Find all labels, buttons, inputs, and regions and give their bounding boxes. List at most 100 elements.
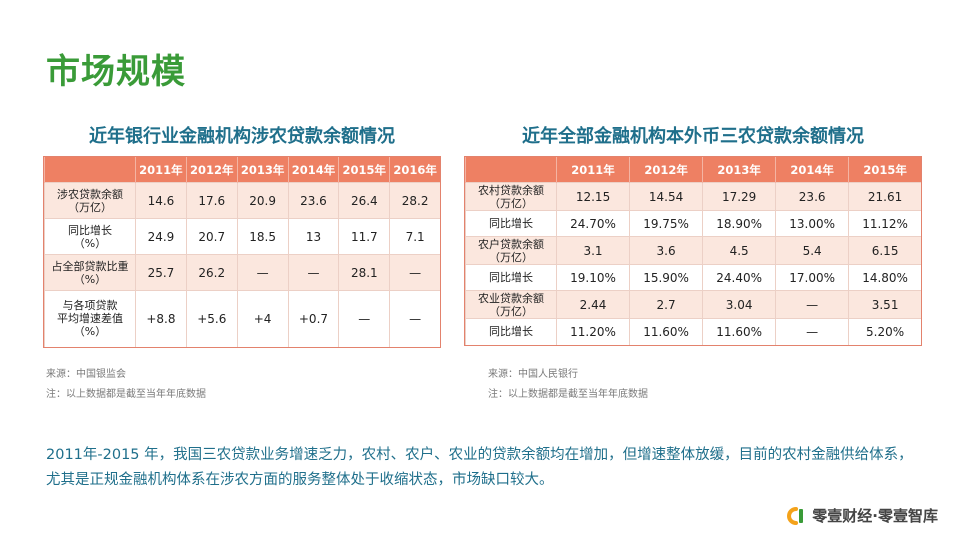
table-cell: 13.00%	[775, 210, 849, 237]
table-cell: 11.20%	[555, 318, 630, 345]
brand-footer: 零壹财经·零壹智库	[786, 505, 938, 526]
row-label: 同比增长	[465, 210, 557, 237]
table-cell: 19.10%	[555, 264, 630, 291]
table-cell: 5.4	[775, 236, 849, 265]
row-label: 同比增长 （%）	[44, 218, 136, 255]
table-cell: 24.9	[135, 218, 187, 255]
table2-header-cell	[465, 157, 557, 183]
table-cell: 26.4	[338, 182, 390, 219]
table2-header-cell: 2012年	[629, 157, 703, 183]
table2-header-cell: 2013年	[702, 157, 776, 183]
table2-header-row: 2011年 2012年 2013年 2014年 2015年	[465, 157, 921, 183]
table-cell: —	[389, 254, 440, 291]
table-cell: 17.00%	[775, 264, 849, 291]
table-cell: 28.1	[338, 254, 390, 291]
table-row: 农村贷款余额 （万亿） 12.15 14.54 17.29 23.6 21.61	[465, 182, 921, 211]
table-cell: +8.8	[135, 290, 187, 347]
table2-title: 近年全部金融机构本外币三农贷款余额情况	[522, 126, 864, 147]
table1-header-cell: 2011年	[135, 157, 187, 183]
table-cell: 24.40%	[702, 264, 776, 291]
table2-header-cell: 2011年	[555, 157, 630, 183]
table-cell: —	[775, 318, 849, 345]
table-cell: —	[338, 290, 390, 347]
page-title: 市场规模	[46, 52, 186, 92]
table-cell: 11.60%	[702, 318, 776, 345]
table1-header-row: 2011年 2012年 2013年 2014年 2015年 2016年	[44, 157, 440, 183]
row-label: 农业贷款余额 （万亿）	[465, 290, 557, 319]
table-cell: 19.75%	[629, 210, 703, 237]
table-row: 同比增长 19.10% 15.90% 24.40% 17.00% 14.80%	[465, 264, 921, 291]
table-row: 与各项贷款 平均增速差值 （%） +8.8 +5.6 +4 +0.7 — —	[44, 290, 440, 347]
row-label: 同比增长	[465, 318, 557, 345]
table-row: 农业贷款余额 （万亿） 2.44 2.7 3.04 — 3.51	[465, 290, 921, 319]
table-row: 同比增长 （%） 24.9 20.7 18.5 13 11.7 7.1	[44, 218, 440, 255]
table-cell: 15.90%	[629, 264, 703, 291]
table-cell: 24.70%	[555, 210, 630, 237]
table-cell: 26.2	[185, 254, 238, 291]
table-cell: 3.04	[702, 290, 776, 319]
table-row: 同比增长 24.70% 19.75% 18.90% 13.00% 11.12%	[465, 210, 921, 237]
table1-header-cell	[44, 157, 136, 183]
table-cell: 17.29	[702, 182, 776, 211]
table-cell: 3.6	[629, 236, 703, 265]
table-cell: 3.1	[555, 236, 630, 265]
table2: 2011年 2012年 2013年 2014年 2015年 农村贷款余额 （万亿）…	[464, 156, 922, 346]
table-cell: 25.7	[135, 254, 187, 291]
row-label: 农户贷款余额 （万亿）	[465, 236, 557, 265]
table-row: 同比增长 11.20% 11.60% 11.60% — 5.20%	[465, 318, 921, 345]
brand-logo-icon	[786, 506, 806, 526]
table-cell: +4	[236, 290, 289, 347]
table-cell: 23.6	[775, 182, 849, 211]
table-cell: —	[775, 290, 849, 319]
table2-source: 来源：中国人民银行	[488, 369, 578, 380]
table-cell: 14.80%	[848, 264, 921, 291]
table-cell: 6.15	[848, 236, 921, 265]
row-label: 同比增长	[465, 264, 557, 291]
table1-title: 近年银行业金融机构涉农贷款余额情况	[89, 126, 395, 147]
table-cell: 4.5	[702, 236, 776, 265]
table-cell: 12.15	[555, 182, 630, 211]
table1-header-cell: 2015年	[338, 157, 390, 183]
table-cell: 5.20%	[848, 318, 921, 345]
row-label: 与各项贷款 平均增速差值 （%）	[44, 290, 136, 347]
table-cell: 11.7	[338, 218, 390, 255]
table-cell: —	[287, 254, 339, 291]
table-cell: 3.51	[848, 290, 921, 319]
row-label: 农村贷款余额 （万亿）	[465, 182, 557, 211]
table-cell: 2.44	[555, 290, 630, 319]
table-cell: 17.6	[185, 182, 238, 219]
table1-header-cell: 2013年	[236, 157, 289, 183]
table1: 2011年 2012年 2013年 2014年 2015年 2016年 涉农贷款…	[43, 156, 441, 348]
table-cell: 18.5	[236, 218, 289, 255]
table2-header-cell: 2014年	[775, 157, 849, 183]
table1-header-cell: 2014年	[287, 157, 339, 183]
table-cell: 23.6	[287, 182, 339, 219]
brand-name: 零壹财经·零壹智库	[812, 507, 938, 525]
table-cell: 13	[287, 218, 339, 255]
table1-header-cell: 2012年	[185, 157, 238, 183]
table-cell: +0.7	[287, 290, 339, 347]
table-cell: 28.2	[389, 182, 440, 219]
table2-header-cell: 2015年	[848, 157, 921, 183]
table1-header-cell: 2016年	[389, 157, 440, 183]
table1-source: 来源：中国银监会	[46, 369, 126, 380]
row-label: 涉农贷款余额 （万亿）	[44, 182, 136, 219]
table2-note: 注：以上数据都是截至当年年底数据	[488, 389, 648, 400]
table-cell: 14.6	[135, 182, 187, 219]
table-cell: 20.7	[185, 218, 238, 255]
summary-paragraph: 2011年-2015 年，我国三农贷款业务增速乏力，农村、农户、农业的贷款余额均…	[46, 447, 913, 488]
table-cell: 20.9	[236, 182, 289, 219]
table-row: 农户贷款余额 （万亿） 3.1 3.6 4.5 5.4 6.15	[465, 236, 921, 265]
table-cell: +5.6	[185, 290, 238, 347]
row-label: 占全部贷款比重 （%）	[44, 254, 136, 291]
table-cell: 11.60%	[629, 318, 703, 345]
table-cell: 21.61	[848, 182, 921, 211]
table-cell: —	[389, 290, 440, 347]
table-row: 占全部贷款比重 （%） 25.7 26.2 — — 28.1 —	[44, 254, 440, 291]
table-cell: —	[236, 254, 289, 291]
table-cell: 2.7	[629, 290, 703, 319]
table1-note: 注：以上数据都是截至当年年底数据	[46, 389, 206, 400]
table-cell: 7.1	[389, 218, 440, 255]
table-cell: 11.12%	[848, 210, 921, 237]
table-cell: 14.54	[629, 182, 703, 211]
